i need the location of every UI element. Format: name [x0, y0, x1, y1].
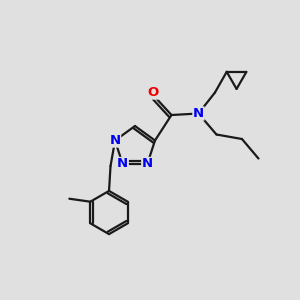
Text: N: N: [193, 107, 204, 120]
Text: N: N: [110, 134, 121, 147]
Text: N: N: [117, 158, 128, 170]
Text: N: N: [142, 158, 153, 170]
Text: O: O: [148, 86, 159, 99]
